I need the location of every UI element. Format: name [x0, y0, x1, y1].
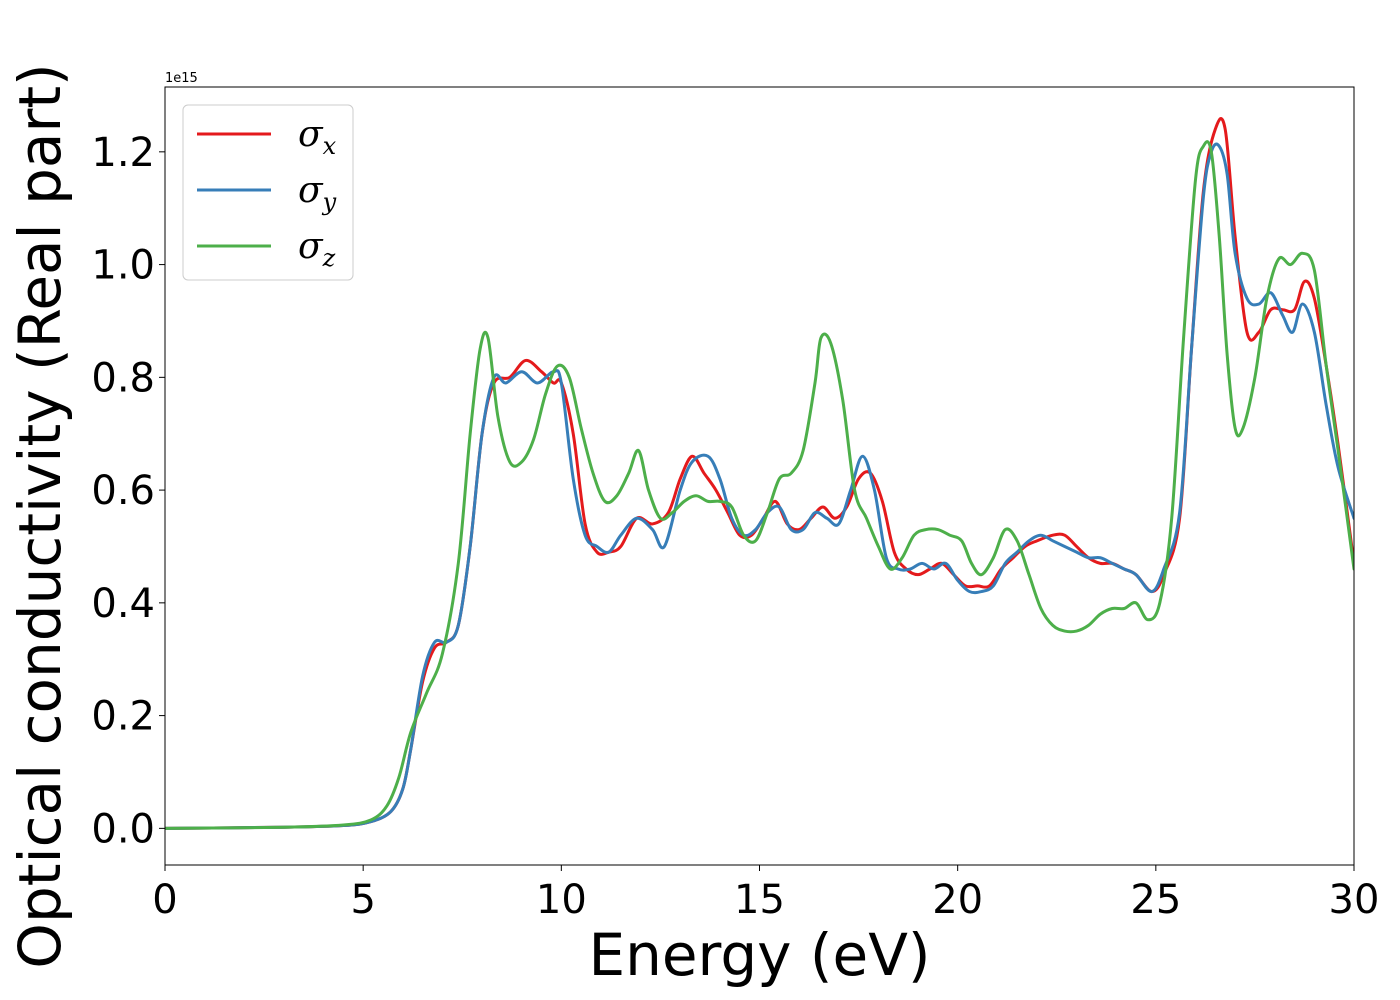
x-tick-label: 15: [734, 877, 785, 923]
y-tick-label: 1.0: [91, 243, 155, 289]
series-line-y: [165, 142, 1354, 830]
x-tick-label: 20: [932, 877, 983, 923]
y-tick-label: 0.2: [91, 694, 155, 740]
plot-lines: [165, 117, 1354, 830]
y-axis-title: Optical conductivity (Real part): [6, 63, 74, 968]
x-axis-title: Energy (eV): [588, 921, 930, 989]
x-tick-label: 30: [1329, 877, 1380, 923]
x-tick-label: 5: [350, 877, 375, 923]
legend: σx σy σz: [182, 104, 354, 281]
x-tick-label: 10: [536, 877, 587, 923]
legend-label-z: σz: [298, 226, 336, 272]
x-tick-label: 0: [152, 877, 177, 923]
y-tick-label: 0.0: [91, 806, 155, 852]
y-tick-label: 0.4: [91, 581, 155, 627]
legend-box: [182, 104, 354, 281]
legend-label-x: σx: [298, 114, 337, 160]
series-line-z: [165, 140, 1354, 830]
legend-label-y: σy: [298, 170, 337, 216]
x-axis: 0 5 10 15 20 25 30: [152, 865, 1379, 923]
y-offset-label: 1e15: [165, 71, 198, 86]
y-tick-label: 0.6: [91, 468, 155, 514]
x-tick-label: 25: [1130, 877, 1181, 923]
y-tick-label: 1.2: [91, 130, 155, 176]
y-tick-label: 0.8: [91, 355, 155, 401]
y-axis: 0.0 0.2 0.4 0.6 0.8 1.0 1.2: [91, 130, 165, 852]
